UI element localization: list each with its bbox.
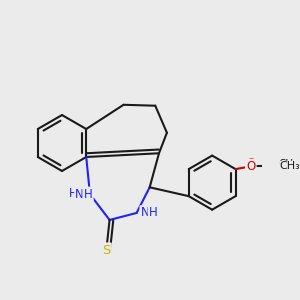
Text: N: N — [77, 187, 86, 200]
Text: H: H — [147, 206, 156, 218]
Text: CH₃: CH₃ — [280, 161, 300, 171]
Text: H: H — [149, 206, 158, 219]
Text: N: N — [75, 188, 84, 201]
Text: S: S — [102, 246, 110, 259]
Text: H: H — [69, 187, 78, 200]
Text: O: O — [246, 158, 256, 170]
Text: N: N — [139, 206, 148, 218]
Text: O: O — [246, 160, 256, 173]
Text: N: N — [141, 206, 149, 219]
Text: S: S — [102, 244, 110, 257]
Text: H: H — [84, 188, 92, 201]
Text: CH₃: CH₃ — [279, 159, 298, 169]
